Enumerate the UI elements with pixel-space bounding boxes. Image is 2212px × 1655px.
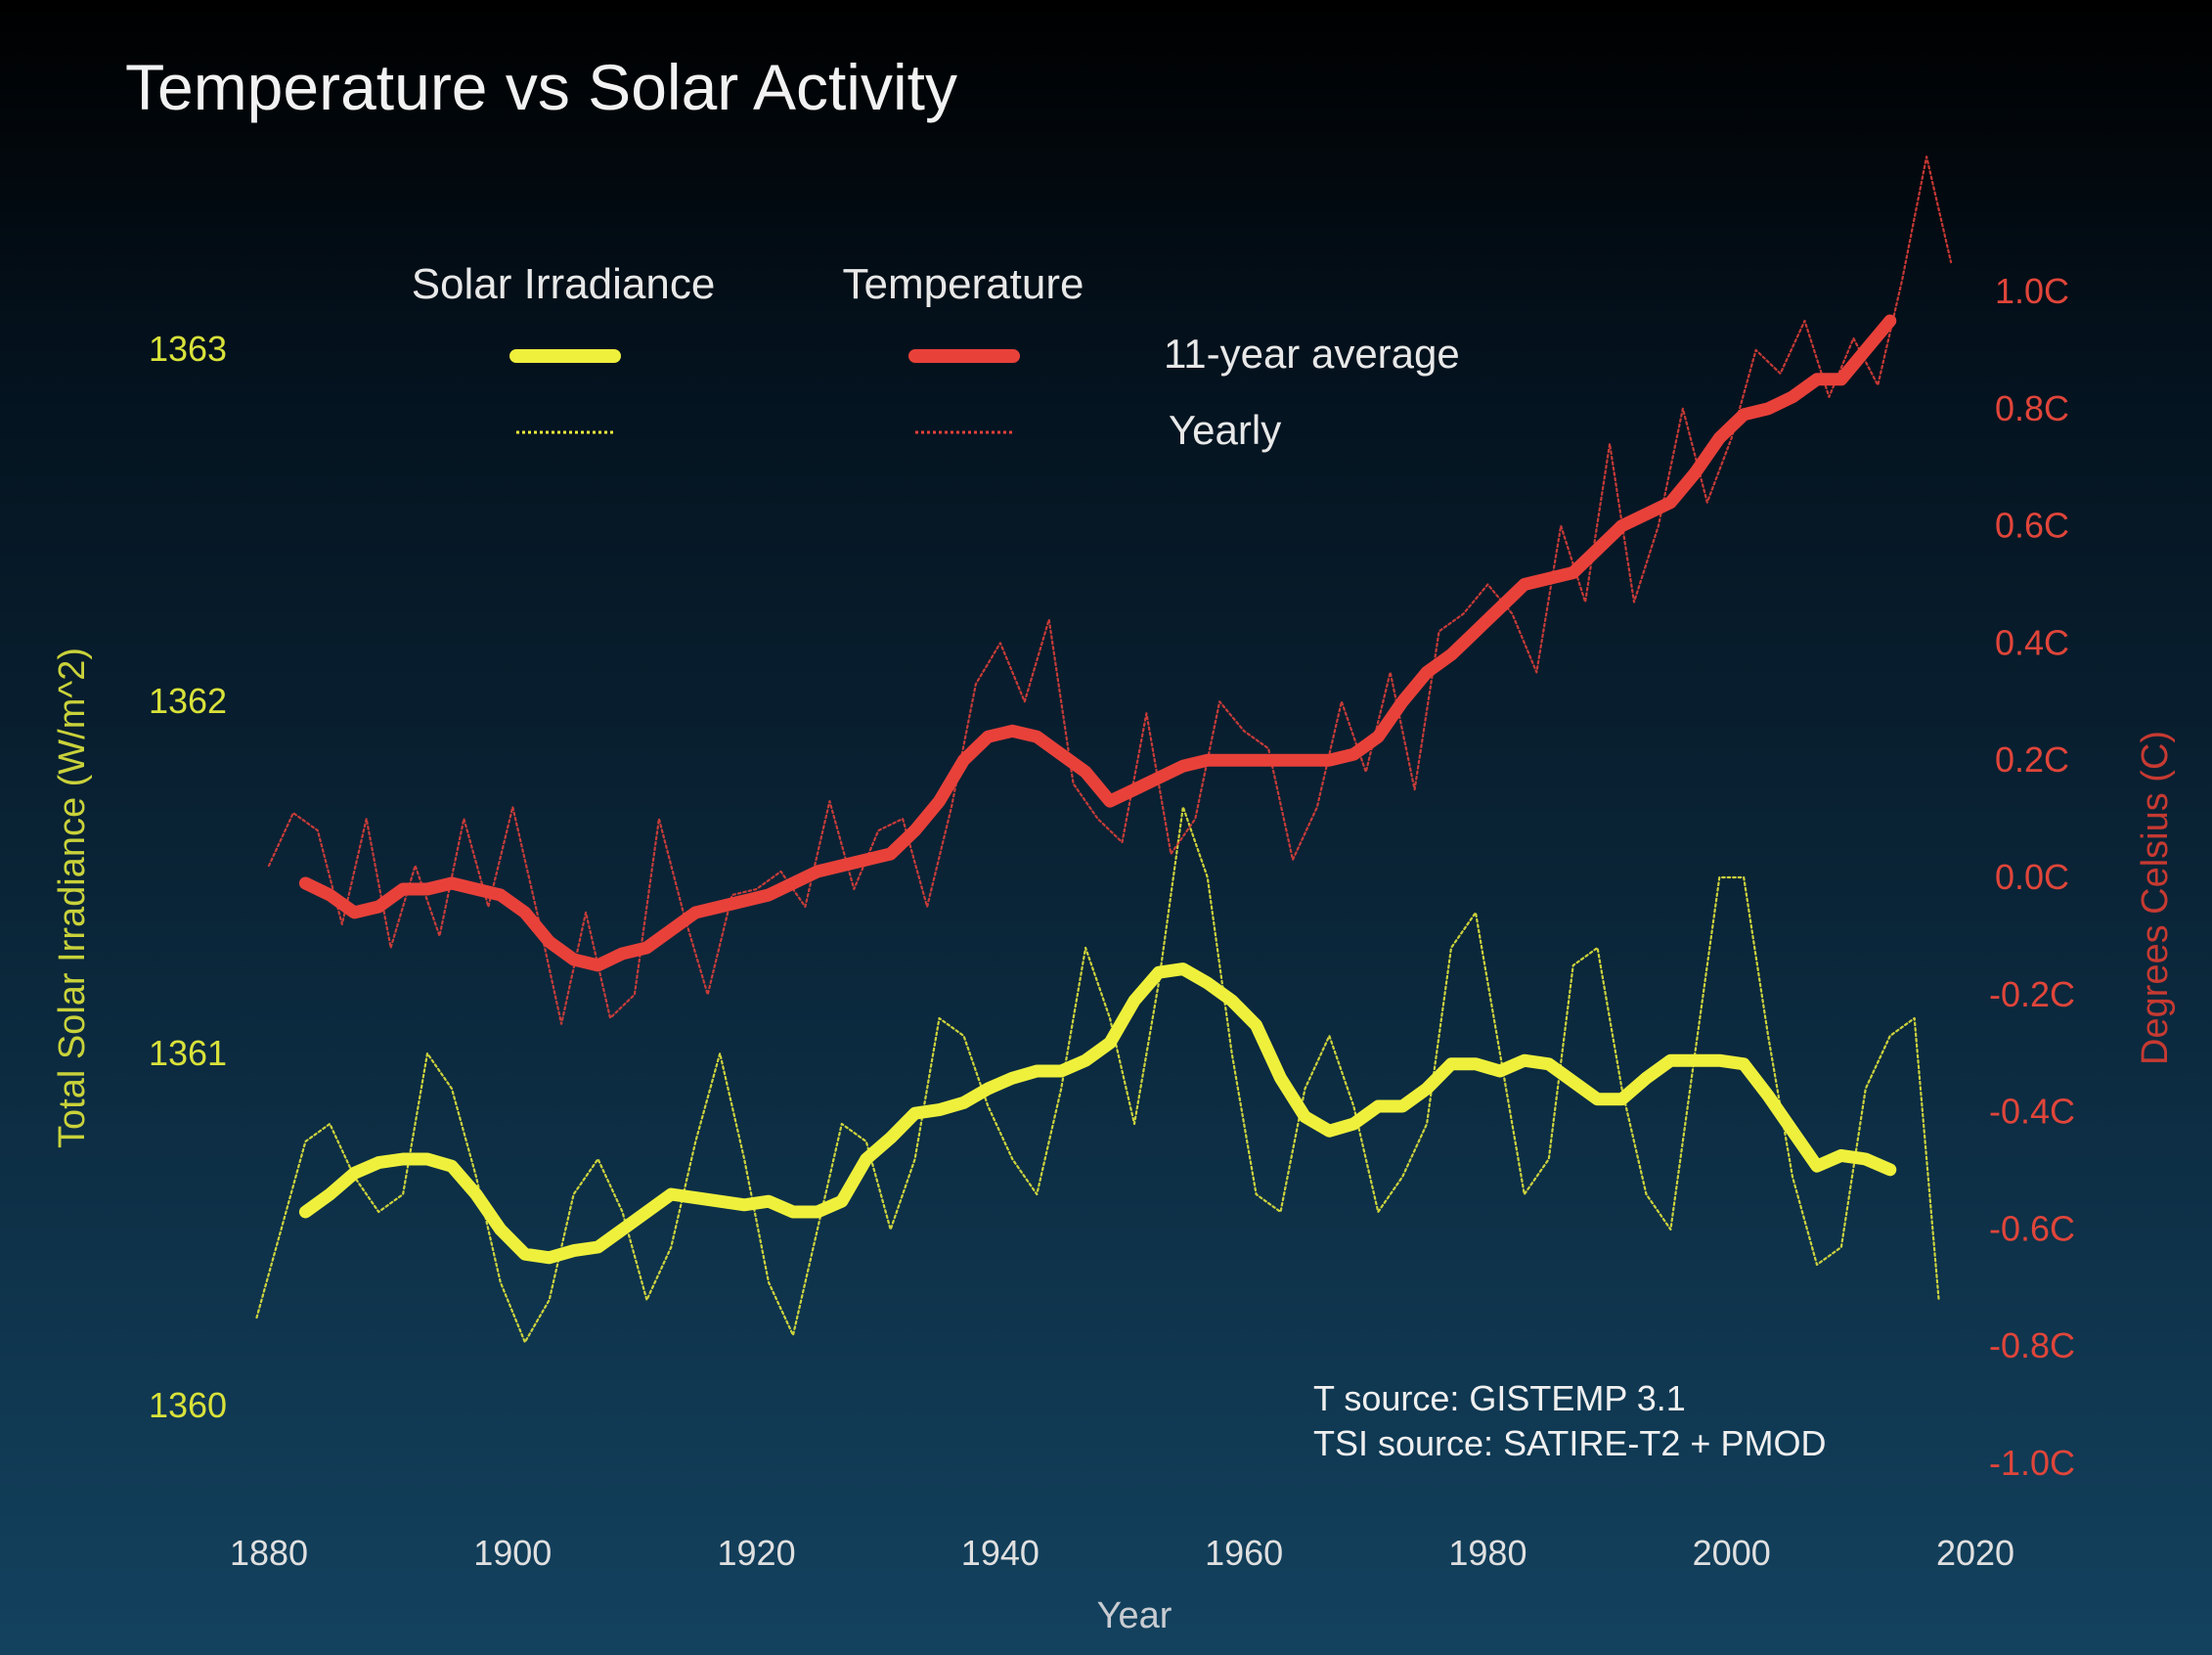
x-tick-label: 1940: [961, 1533, 1040, 1573]
series-line-temperature-yearly: [267, 156, 1953, 1025]
x-tick-label: 2020: [1936, 1533, 2014, 1573]
x-tick-label: 2000: [1693, 1533, 1771, 1573]
legend: Solar Irradiance Temperature 11-year ave…: [412, 260, 1460, 453]
right-tick-label: 0.2C: [1995, 739, 2069, 780]
right-axis-ticks: -1.0C -0.8C -0.6C -0.4C -0.2C 0.0C 0.2C 0.4C 0.6…: [1989, 271, 2075, 1483]
plot-area: [255, 156, 1953, 1344]
right-tick-label: 0.6C: [1995, 506, 2069, 546]
legend-label-average: 11-year average: [1164, 331, 1460, 377]
x-axis-title: Year: [1097, 1595, 1172, 1636]
legend-header-temperature: Temperature: [842, 260, 1084, 308]
right-tick-label: -0.4C: [1989, 1092, 2075, 1132]
x-tick-label: 1980: [1448, 1533, 1526, 1573]
legend-label-yearly: Yearly: [1169, 407, 1281, 453]
x-tick-label: 1960: [1205, 1533, 1283, 1573]
left-tick-label: 1362: [149, 681, 227, 721]
right-axis-title: Degrees Celsius (C): [2135, 731, 2176, 1065]
series-line-temperature-11-year-average: [298, 314, 1897, 972]
left-tick-label: 1361: [149, 1033, 227, 1073]
right-tick-label: 0.4C: [1995, 622, 2069, 662]
x-tick-label: 1920: [718, 1533, 796, 1573]
legend-header-solar: Solar Irradiance: [412, 260, 716, 308]
left-tick-label: 1363: [149, 329, 227, 369]
x-tick-label: 1900: [473, 1533, 552, 1573]
series-line-solar-irradiance-11-year-average: [298, 962, 1897, 1265]
chart-title: Temperature vs Solar Activity: [125, 51, 957, 123]
left-axis-ticks: 1360 1361 1362 1363: [149, 329, 227, 1425]
x-tick-label: 1880: [230, 1533, 308, 1573]
right-tick-label: -1.0C: [1989, 1443, 2075, 1483]
right-tick-label: -0.8C: [1989, 1325, 2075, 1365]
right-tick-label: -0.6C: [1989, 1208, 2075, 1248]
right-tick-label: -0.2C: [1989, 974, 2075, 1014]
right-tick-label: 0.0C: [1995, 857, 2069, 897]
x-axis-ticks: 1880 1900 1920 1940 1960 1980 2000 2020: [230, 1533, 2014, 1573]
annotation-tsi-source: TSI source: SATIRE-T2 + PMOD: [1313, 1423, 1826, 1463]
series-line-solar-irradiance-yearly: [255, 805, 1940, 1344]
right-tick-label: 0.8C: [1995, 388, 2069, 428]
left-tick-label: 1360: [149, 1385, 227, 1425]
left-axis-title: Total Solar Irradiance (W/m^2): [52, 648, 93, 1148]
right-tick-label: 1.0C: [1995, 271, 2069, 311]
annotation-temperature-source: T source: GISTEMP 3.1: [1313, 1378, 1686, 1418]
